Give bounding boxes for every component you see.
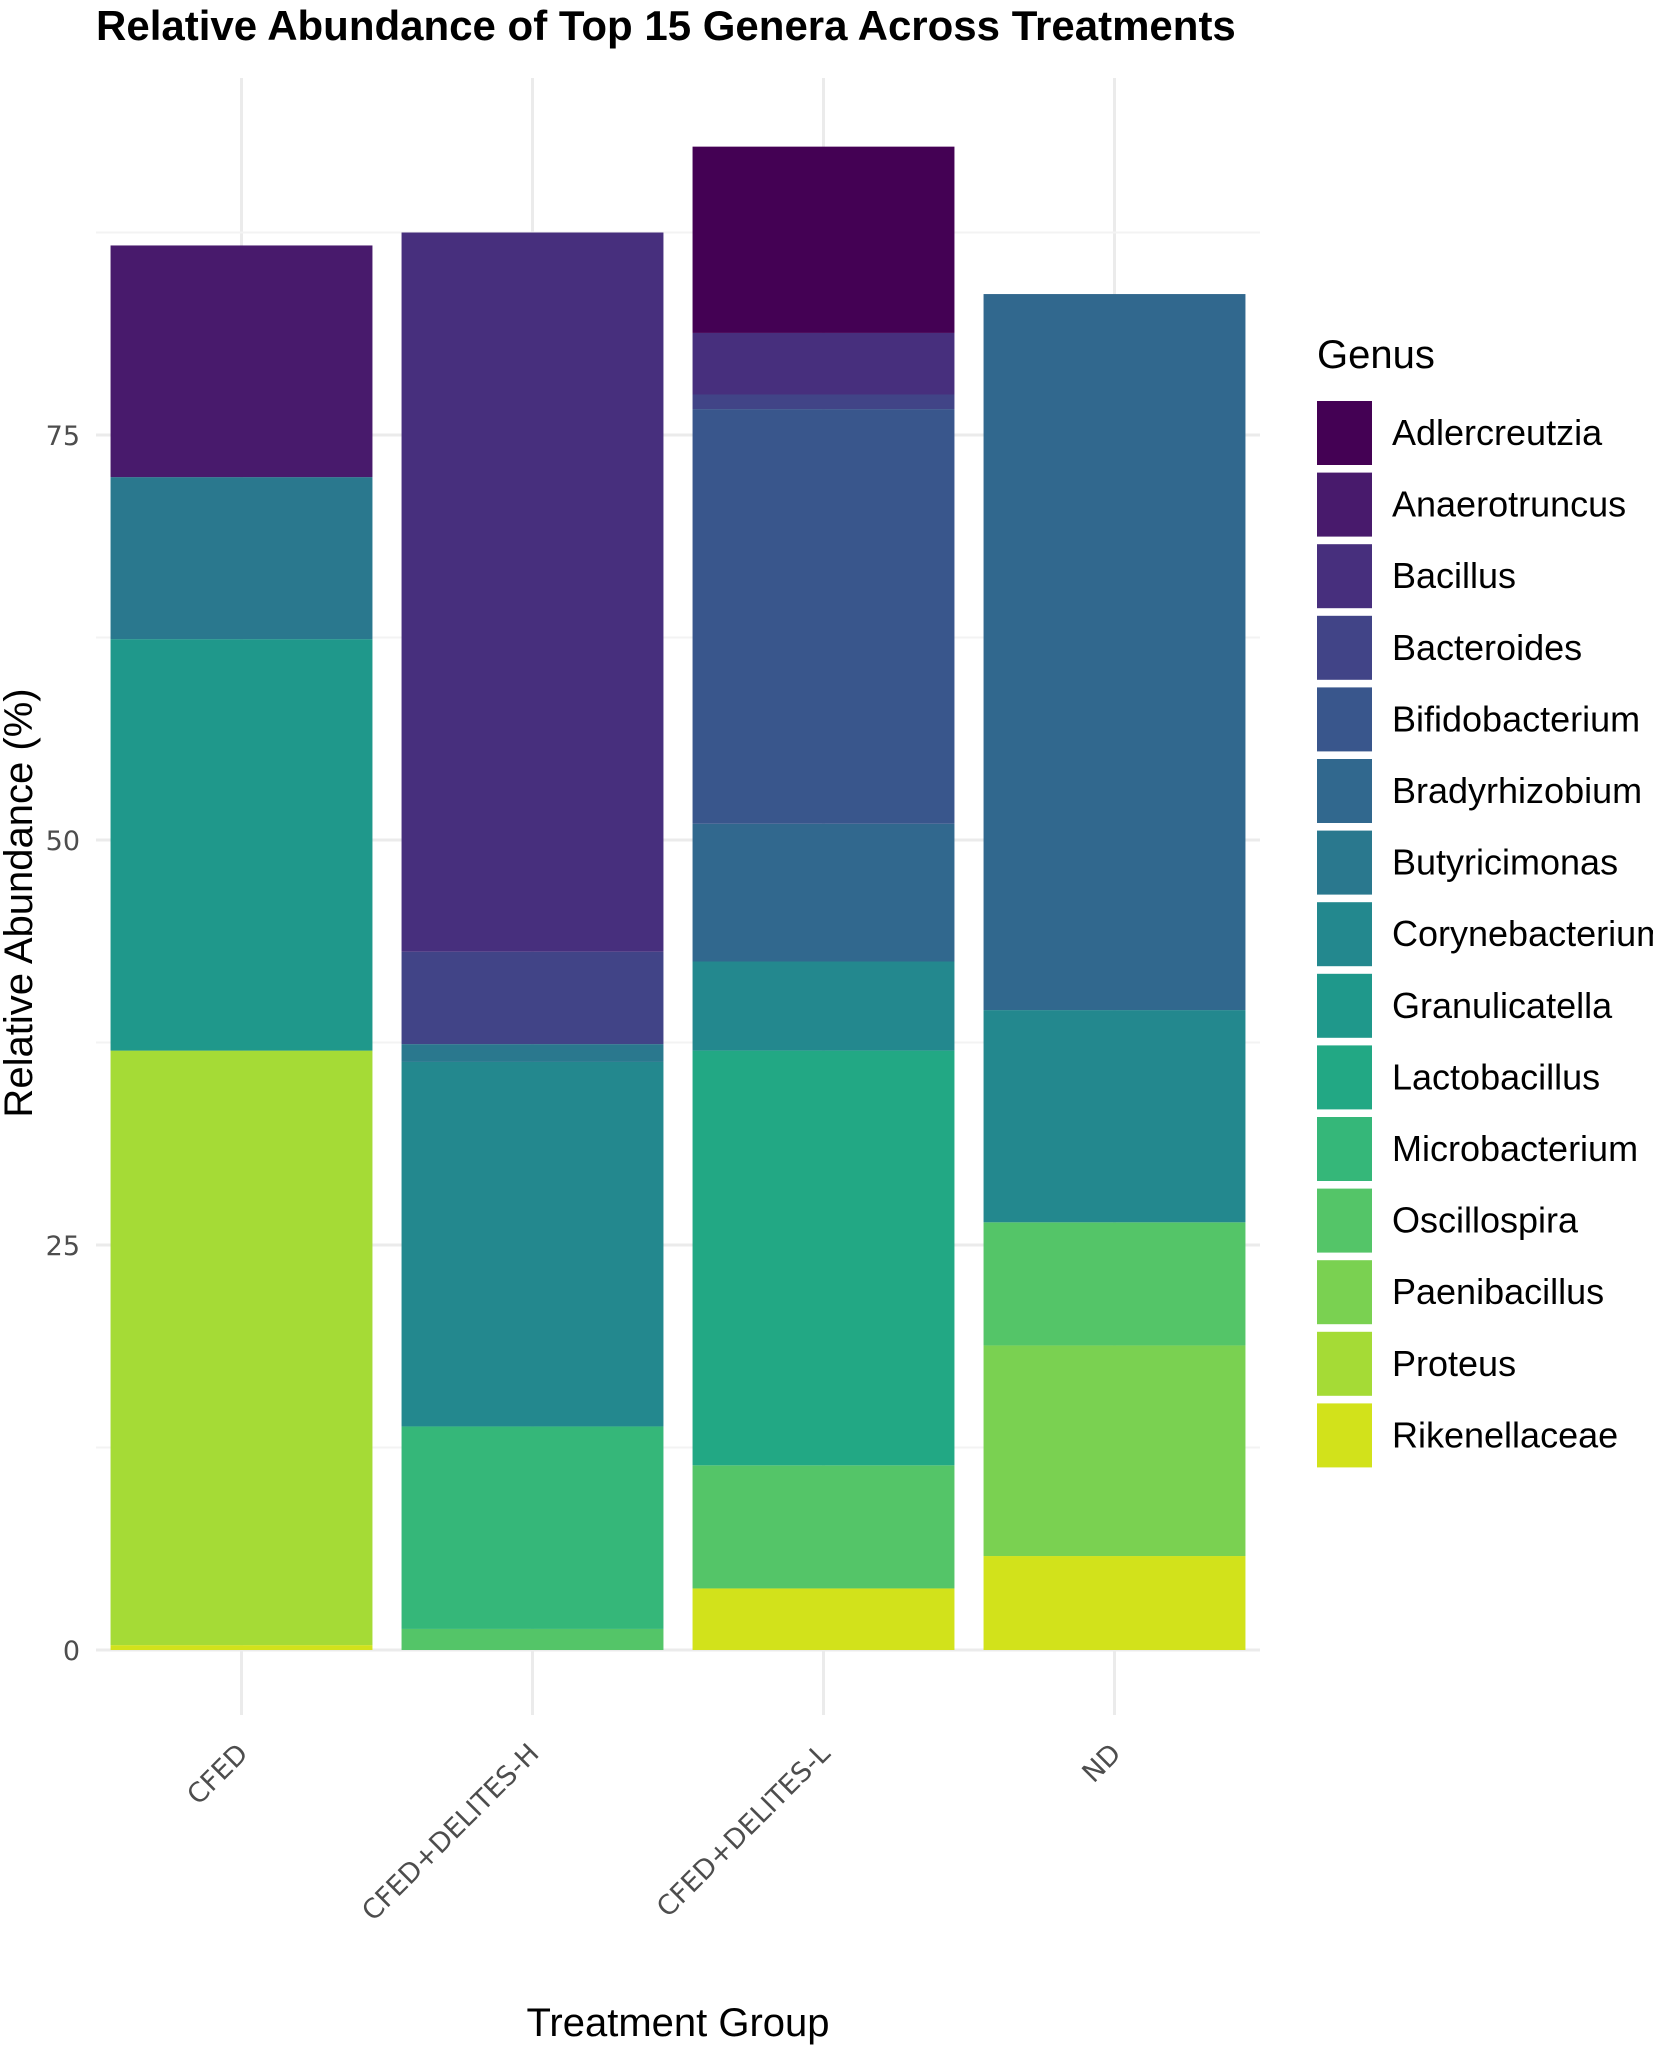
legend-key [1317,973,1372,1038]
bar-segment [401,1061,664,1427]
legend-label: Proteus [1392,1343,1516,1384]
bar-segment [110,1645,373,1650]
legend-key [1317,401,1372,465]
y-axis-title: Relative Abundance (%) [0,688,41,1117]
bar-segment [401,232,664,952]
bar-segment [983,294,1246,1011]
legend-key [1317,830,1372,895]
bar-segment [692,409,955,824]
y-tick-label: 0 [63,1636,80,1667]
legend-key [1317,687,1372,752]
legend-key [1317,472,1372,537]
y-tick-label: 50 [46,826,80,857]
bar-segment [692,823,955,962]
bar-segment [983,1556,1246,1650]
legend-label: Butyricimonas [1392,842,1618,883]
bar-segment [983,1222,1246,1346]
bar-segment [401,1044,664,1062]
legend-title: Genus [1317,333,1435,377]
x-axis-ticks: CFED CFED+DELITES-H CFED+DELITES-L ND [181,1738,1127,1927]
chart-title: Relative Abundance of Top 15 Genera Acro… [96,2,1236,49]
x-tick-label: CFED+DELITES-L [651,1738,836,1923]
legend-label: Microbacterium [1392,1128,1638,1169]
y-tick-label: 75 [46,421,80,452]
x-tick-label: ND [1077,1738,1128,1789]
y-tick-label: 25 [46,1231,80,1262]
legend-label: Corynebacterium [1392,913,1653,954]
bar-segment [692,332,955,395]
bar-segment [692,1588,955,1650]
legend-label: Adlercreutzia [1392,412,1603,453]
legend-key [1317,544,1372,609]
bar-segment [692,1465,955,1589]
legend-label: Granulicatella [1392,985,1613,1026]
bar-segment [401,951,664,1045]
legend-label: Lactobacillus [1392,1056,1600,1097]
x-tick-label: CFED+DELITES-H [356,1738,545,1927]
bar-segment [110,1050,373,1646]
legend-label: Oscillospira [1392,1200,1579,1241]
bar-segment [110,639,373,1051]
legend-label: Bifidobacterium [1392,698,1640,739]
bar-segment [110,477,373,640]
legend-key [1317,902,1372,967]
bar-segment [692,146,955,333]
bar-segment [401,1426,664,1629]
legend-key [1317,1188,1372,1253]
y-axis-ticks: 0 25 50 75 [46,421,80,1667]
legend-label: Rikenellaceae [1392,1414,1618,1455]
legend-key [1317,1403,1372,1468]
legend: Genus Adlercreutzia Anaerotruncus Bacillus… [1317,333,1653,1468]
x-axis-title: Treatment Group [526,2001,829,2045]
legend-label: Bacteroides [1392,627,1582,668]
bar-segment [983,1345,1246,1557]
x-tick-label: CFED [181,1738,254,1811]
bar-segment [110,245,373,478]
legend-label: Bacillus [1392,555,1516,596]
legend-label: Bradyrhizobium [1392,770,1642,811]
legend-key [1317,1117,1372,1181]
legend-label: Anaerotruncus [1392,484,1626,525]
bar-segment [401,1628,664,1650]
bar-segment [692,394,955,410]
legend-key [1317,759,1372,823]
legend-key [1317,1260,1372,1325]
bar-segment [983,1010,1246,1223]
bar-segment [692,1050,955,1466]
bar-stack-group [110,146,1246,1650]
legend-key [1317,1045,1372,1110]
bar-segment [692,961,955,1051]
legend-key [1317,1331,1372,1396]
legend-key [1317,615,1372,680]
legend-label: Paenibacillus [1392,1271,1604,1312]
